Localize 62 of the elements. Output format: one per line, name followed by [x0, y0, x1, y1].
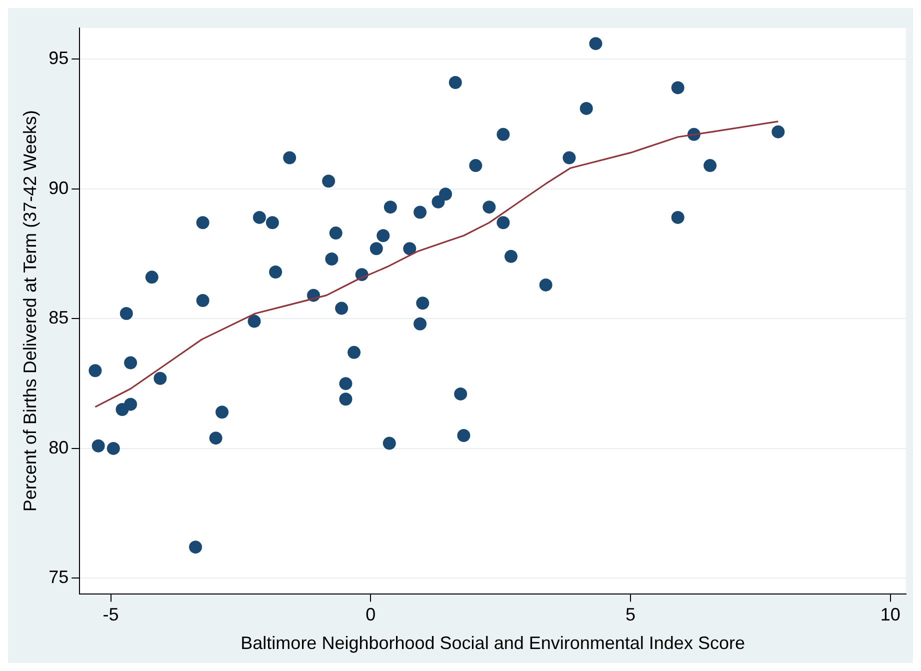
point	[209, 432, 222, 445]
point	[457, 428, 470, 442]
x-tick-label: 10	[880, 604, 900, 625]
x-tick-label: 5	[626, 604, 636, 625]
point	[196, 216, 210, 230]
point	[124, 398, 138, 411]
point	[414, 206, 427, 219]
point	[106, 442, 120, 455]
point	[145, 270, 158, 284]
point	[414, 317, 427, 330]
point	[671, 210, 684, 224]
point	[124, 356, 138, 370]
point	[439, 188, 452, 201]
point	[772, 125, 785, 138]
point	[329, 226, 342, 240]
point	[269, 265, 282, 278]
point	[248, 314, 261, 328]
point	[403, 242, 416, 256]
y-tick-label: 95	[48, 48, 69, 68]
y-axis-title: Percent of Births Delivered at Term (37-42 Weeks)	[20, 110, 40, 512]
point	[339, 377, 352, 390]
y-tick-label: 75	[48, 567, 69, 588]
point	[589, 37, 602, 50]
point	[283, 151, 296, 164]
point	[416, 296, 430, 310]
point	[348, 346, 361, 359]
point	[539, 278, 552, 292]
point	[504, 250, 518, 263]
point	[252, 210, 266, 224]
y-tick-label: 80	[48, 437, 69, 458]
point	[382, 436, 396, 450]
point	[448, 76, 462, 90]
point	[189, 540, 202, 554]
x-axis-title: Baltimore Neighborhood Social and Environmental Index Score	[240, 633, 745, 654]
point	[266, 216, 279, 230]
point	[376, 229, 390, 242]
point	[216, 406, 229, 419]
point	[154, 372, 167, 385]
point	[335, 302, 348, 315]
point	[339, 392, 352, 406]
y-tick-label: 85	[48, 308, 69, 328]
point	[454, 387, 468, 400]
point	[384, 200, 397, 214]
point	[580, 102, 593, 115]
point	[482, 200, 496, 214]
point	[496, 216, 510, 230]
point	[325, 252, 338, 266]
point	[120, 306, 133, 320]
x-tick-label: 0	[366, 604, 376, 625]
point	[88, 364, 102, 378]
x-tick-label: -5	[102, 604, 119, 625]
point	[496, 128, 510, 141]
point	[469, 159, 482, 172]
point	[432, 195, 445, 208]
point	[562, 151, 576, 164]
point	[671, 81, 684, 94]
y-tick-label: 90	[48, 178, 69, 198]
point	[92, 439, 105, 452]
point	[322, 174, 336, 188]
point	[370, 242, 383, 256]
point	[196, 294, 210, 308]
point	[704, 159, 717, 172]
